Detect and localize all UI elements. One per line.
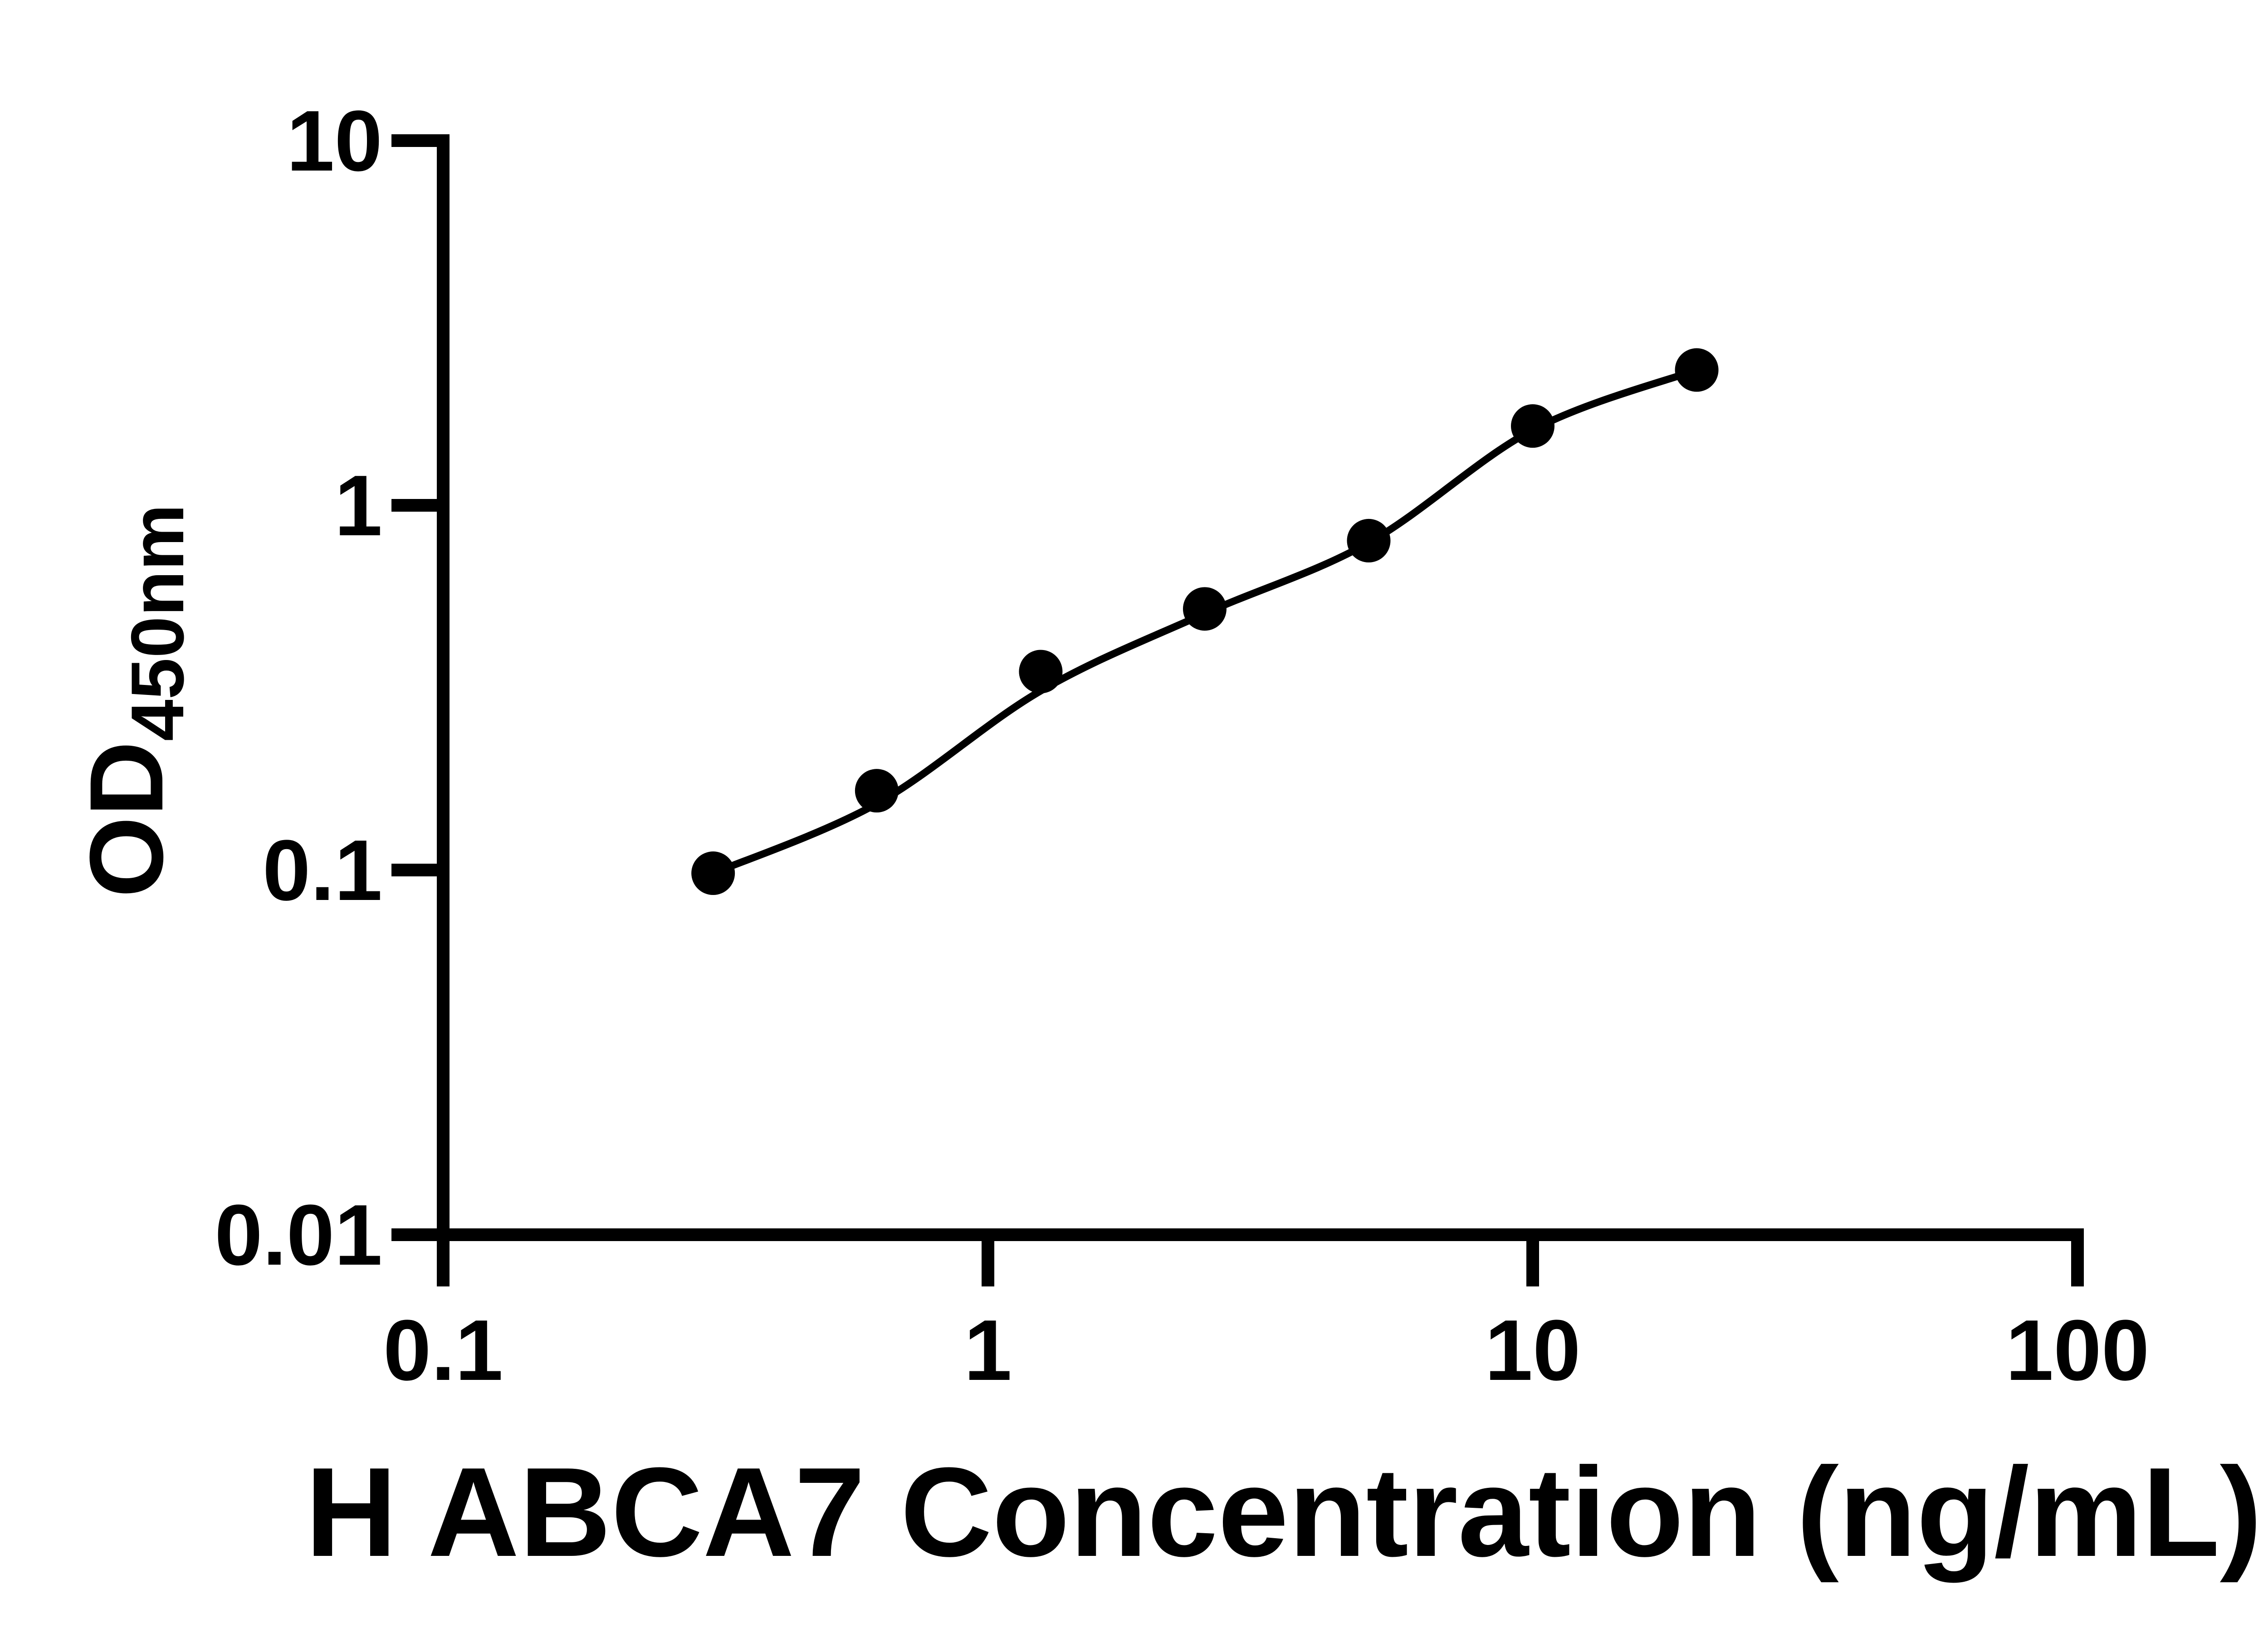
x-axis-title: H ABCA7 Concentration (ng/mL) — [305, 1442, 2262, 1584]
y-tick-label: 1 — [334, 458, 382, 554]
data-point — [1019, 650, 1063, 694]
data-point — [1511, 404, 1554, 448]
y-axis-title: OD450nm — [68, 504, 199, 898]
y-axis-title-main: OD — [68, 741, 185, 898]
x-tick-label: 10 — [1485, 1302, 1580, 1398]
y-tick-label: 10 — [287, 93, 382, 189]
y-axis-title-subscript: 450nm — [116, 504, 199, 741]
y-tick-label: 0.1 — [263, 822, 382, 919]
x-tick-label: 100 — [2005, 1302, 2149, 1398]
x-tick-label: 0.1 — [383, 1302, 503, 1398]
y-tick-label: 0.01 — [215, 1187, 382, 1283]
data-point — [691, 851, 735, 895]
plot-layer — [691, 348, 1719, 895]
data-point — [855, 769, 899, 813]
x-tick-label: 1 — [964, 1302, 1012, 1398]
data-point — [1183, 587, 1227, 631]
data-point — [1675, 348, 1719, 392]
data-point — [1347, 518, 1391, 562]
